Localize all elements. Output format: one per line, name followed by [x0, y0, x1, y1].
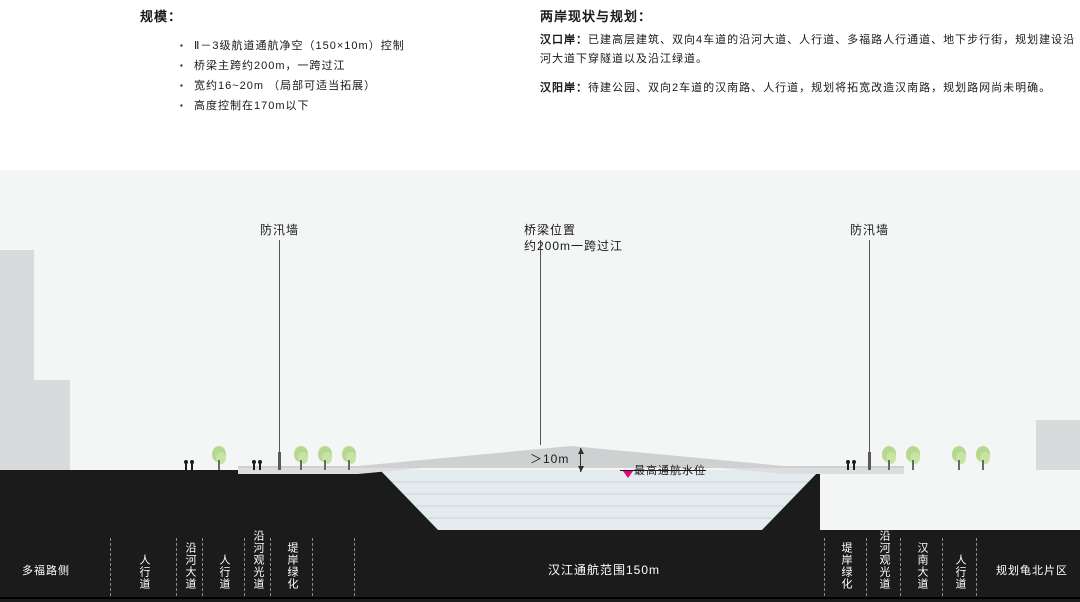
- tree-icon: [974, 446, 992, 470]
- zone-sep: [866, 538, 867, 596]
- zone-sep: [976, 538, 977, 596]
- bridge-deck: [238, 444, 904, 474]
- callout-bridge-l1: 桥梁位置: [524, 222, 576, 238]
- flood-wall-right: [868, 452, 871, 470]
- zone-end-right: 规划龟北片区: [996, 562, 1068, 578]
- zone-label: 沿河大道: [183, 542, 197, 590]
- callout-line: [540, 240, 541, 445]
- flood-wall-left: [278, 452, 281, 470]
- building-silhouette: [0, 380, 70, 470]
- page: 规模： Ⅱ－3级航道通航净空（150×10m）控制 桥梁主跨约200m，一跨过江…: [0, 0, 1080, 602]
- callout-wall-right: 防汛墙: [850, 222, 889, 238]
- person-icon: [846, 460, 850, 470]
- zone-sep: [270, 538, 271, 596]
- banks-column: 两岸现状与规划： 汉口岸：已建高层建筑、双向4车道的沿河大道、人行道、多福路人行…: [540, 6, 1080, 127]
- hanyang-body: 待建公园、双向2车道的汉南路、人行道，规划将拓宽改造汉南路，规划路网尚未明确。: [588, 82, 1051, 94]
- bullet-item: Ⅱ－3级航道通航净空（150×10m）控制: [180, 36, 500, 56]
- top-text-area: 规模： Ⅱ－3级航道通航净空（150×10m）控制 桥梁主跨约200m，一跨过江…: [0, 6, 1080, 127]
- zone-label: 人行道: [953, 554, 967, 590]
- tree-icon: [210, 446, 228, 470]
- zone-sep: [942, 538, 943, 596]
- zone-label: 人行道: [137, 554, 151, 590]
- zone-sep: [176, 538, 177, 596]
- zone-sep: [244, 538, 245, 596]
- scale-heading: 规模：: [140, 6, 500, 25]
- person-icon: [852, 460, 856, 470]
- tree-icon: [904, 446, 922, 470]
- zone-sep: [900, 538, 901, 596]
- section-diagram: 防汛墙 桥梁位置 约200m一跨过江 防汛墙 ＞10m 最高通航水位 多福路侧 …: [0, 170, 1080, 602]
- clearance-text: ＞10m: [530, 450, 569, 467]
- building-silhouette: [1036, 420, 1080, 470]
- callout-bridge-l2: 约200m一跨过江: [524, 238, 623, 254]
- hanyang-paragraph: 汉阳岸：待建公园、双向2车道的汉南路、人行道，规划将拓宽改造汉南路，规划路网尚未…: [540, 79, 1080, 98]
- tree-icon: [340, 446, 358, 470]
- hankou-body: 已建高层建筑、双向4车道的沿河大道、人行道、多福路人行通道、地下步行街，规划建设…: [540, 34, 1075, 65]
- zone-label: 人行道: [217, 554, 231, 590]
- baseline: [0, 597, 1080, 599]
- zone-label: 沿河观光道: [251, 530, 265, 590]
- tree-icon: [316, 446, 334, 470]
- scale-bullets: Ⅱ－3级航道通航净空（150×10m）控制 桥梁主跨约200m，一跨过江 宽约1…: [140, 36, 500, 116]
- clearance-dim: [580, 448, 581, 472]
- zone-end-left: 多福路侧: [22, 562, 70, 578]
- person-icon: [184, 460, 188, 470]
- callout-line: [279, 240, 280, 452]
- zone-sep: [824, 538, 825, 596]
- zone-label: 堤岸绿化: [285, 542, 299, 590]
- callout-line: [869, 240, 870, 452]
- zone-sep: [354, 538, 355, 596]
- person-icon: [258, 460, 262, 470]
- person-icon: [252, 460, 256, 470]
- person-icon: [190, 460, 194, 470]
- bullet-item: 桥梁主跨约200m，一跨过江: [180, 56, 500, 76]
- bullet-item: 宽约16~20m （局部可适当拓展）: [180, 76, 500, 96]
- zone-sep: [110, 538, 111, 596]
- hankou-paragraph: 汉口岸：已建高层建筑、双向4车道的沿河大道、人行道、多福路人行通道、地下步行街，…: [540, 31, 1080, 69]
- banks-heading: 两岸现状与规划：: [540, 6, 1080, 25]
- nav-range-label: 汉江通航范围150m: [548, 561, 660, 578]
- tree-icon: [880, 446, 898, 470]
- water-level-marker-icon: [623, 471, 633, 478]
- bullet-item: 高度控制在170m以下: [180, 96, 500, 116]
- zone-label: 堤岸绿化: [839, 542, 853, 590]
- hankou-label: 汉口岸：: [540, 34, 588, 46]
- zone-sep: [312, 538, 313, 596]
- tree-icon: [292, 446, 310, 470]
- water-shape: [0, 470, 1080, 530]
- zone-label: 汉南大道: [915, 542, 929, 590]
- hanyang-label: 汉阳岸：: [540, 82, 588, 94]
- zone-label: 沿河观光道: [877, 530, 891, 590]
- scale-column: 规模： Ⅱ－3级航道通航净空（150×10m）控制 桥梁主跨约200m，一跨过江…: [140, 6, 500, 127]
- tree-icon: [950, 446, 968, 470]
- callout-wall-left: 防汛墙: [260, 222, 299, 238]
- zone-sep: [202, 538, 203, 596]
